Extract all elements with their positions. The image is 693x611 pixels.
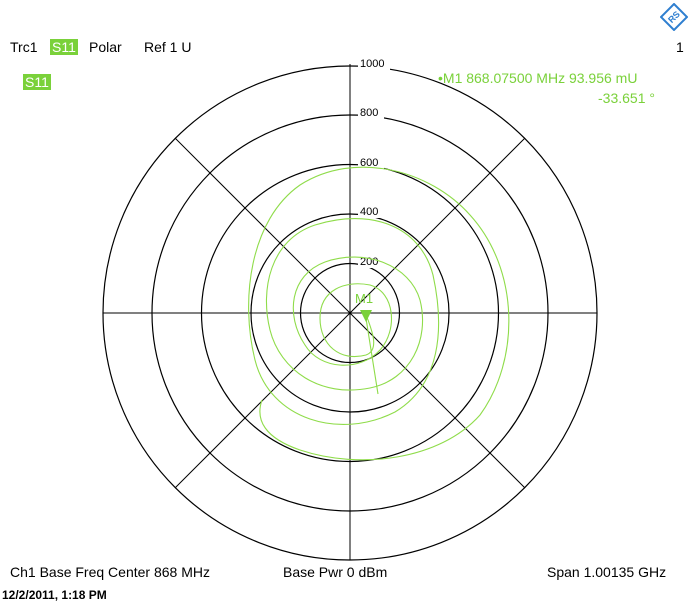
rohde-schwarz-logo: RS (660, 3, 688, 31)
channel-info[interactable]: Ch1 Base Freq Center 868 MHz (10, 564, 210, 580)
marker-m1-triangle[interactable] (360, 310, 372, 322)
window-number: 1 (676, 39, 684, 55)
tick-label-1000: 1000 (360, 58, 384, 70)
ring-1000 (102, 65, 598, 561)
trace-format[interactable]: Polar (89, 39, 122, 55)
span-info[interactable]: Span 1.00135 GHz (547, 564, 667, 580)
ring-600 (200, 163, 500, 463)
marker-readout-line1: •M1 868.07500 MHz 93.956 mU (438, 70, 638, 86)
base-power[interactable]: Base Pwr 0 dBm (283, 564, 388, 580)
ring-400 (250, 213, 450, 413)
radial-axes (103, 64, 597, 560)
marker-readout-line2: -33.651 ° (598, 90, 655, 106)
marker-m1-label: M1 (355, 291, 373, 306)
tick-label-400: 400 (360, 206, 378, 218)
trace-tag[interactable]: S11 (23, 74, 51, 90)
diagonal-axis-2 (174, 137, 526, 489)
trace-param[interactable]: S11 (50, 39, 78, 55)
tick-label-600: 600 (360, 157, 378, 169)
ring-800 (151, 114, 549, 512)
s11-trace (248, 166, 510, 461)
tick-label-800: 800 (360, 107, 378, 119)
trace-reference[interactable]: Ref 1 U (144, 39, 192, 55)
timestamp: 12/2/2011, 1:18 PM (2, 588, 107, 602)
trace-label[interactable]: Trc1 (10, 39, 38, 55)
ring-200 (299, 262, 401, 364)
